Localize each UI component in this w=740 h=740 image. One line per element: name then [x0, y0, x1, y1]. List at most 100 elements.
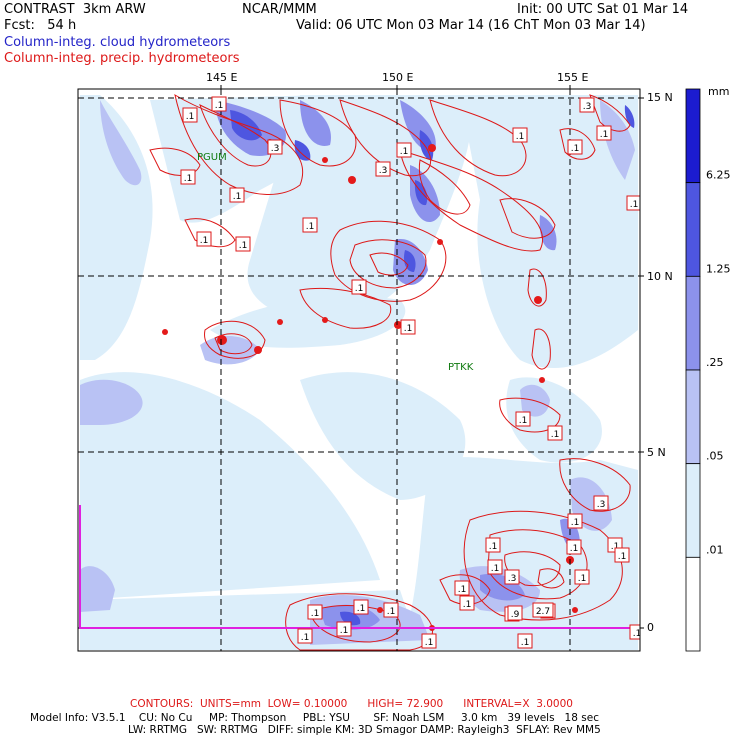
svg-text:.3: .3 — [271, 144, 280, 154]
contour-label: .1 — [454, 580, 470, 596]
colorbar-segment — [685, 88, 701, 184]
svg-text:.1: .1 — [570, 544, 579, 554]
colorbar-segment — [685, 556, 701, 652]
init-time: Init: 00 UTC Sat 01 Mar 14 — [517, 2, 689, 17]
model-info-line1: Model Info: V3.5.1 CU: No Cu MP: Thompso… — [30, 712, 599, 724]
contour-label: .9 — [507, 605, 523, 621]
svg-text:.1: .1 — [215, 101, 224, 111]
lat-label-10: 10 N — [647, 270, 673, 283]
contour-label: .1 — [626, 195, 640, 211]
svg-text:.1: .1 — [311, 609, 320, 619]
contour-label: .3 — [267, 139, 283, 155]
contour-label: .1 — [353, 599, 369, 615]
svg-text:.1: .1 — [611, 542, 620, 552]
contour-label: .1 — [574, 569, 590, 585]
lon-label-155: 155 E — [557, 71, 589, 84]
contour-label: .3 — [579, 97, 595, 113]
contour-label: .1 — [567, 139, 583, 155]
lon-label-145: 145 E — [206, 71, 238, 84]
contour-label: .1 — [307, 604, 323, 620]
svg-text:.3: .3 — [508, 574, 517, 584]
contour-label: .1 — [297, 628, 313, 644]
lat-label-15: 15 N — [647, 91, 673, 104]
svg-text:.1: .1 — [425, 638, 434, 648]
svg-text:.1: .1 — [571, 144, 580, 154]
contour-label: .3 — [375, 161, 391, 177]
svg-text:.1: .1 — [571, 518, 580, 528]
svg-text:.1: .1 — [521, 638, 530, 648]
svg-text:.1: .1 — [233, 192, 242, 202]
colorbar-level: .01 — [706, 543, 724, 556]
svg-text:.1: .1 — [306, 222, 315, 232]
colorbar: 6.25 1.25 .25 .05 .01 — [685, 88, 731, 652]
svg-text:.3: .3 — [379, 166, 388, 176]
station-pgum: PGUM — [197, 152, 227, 163]
model-info-line2: LW: RRTMG SW: RRTMG DIFF: simple KM: 3D … — [128, 724, 601, 736]
svg-text:.1: .1 — [400, 147, 409, 157]
colorbar-level: .25 — [706, 356, 724, 369]
svg-text:.1: .1 — [491, 564, 500, 574]
forecast-hour: Fcst: 54 h — [4, 18, 77, 33]
contour-label: .1 — [596, 125, 612, 141]
colorbar-segment — [685, 182, 701, 277]
contour-label: .1 — [567, 513, 583, 529]
svg-text:.1: .1 — [186, 112, 195, 122]
contour-label: .1 — [614, 547, 630, 563]
contour-label-group: .1 .1 .3 .1 .1 .3 .1 .1 .1 .1 .1 .1 .1 .1 .1 .3 .1 .1 .1 .1… — [180, 96, 640, 649]
svg-text:.3: .3 — [583, 102, 592, 112]
contour-label: .1 — [566, 539, 582, 555]
model-title: CONTRAST 3km ARW — [4, 2, 146, 17]
contour-label: .1 — [229, 187, 245, 203]
colorbar-segment — [685, 369, 701, 465]
colorbar-unit: mm — [708, 85, 729, 98]
svg-text:.1: .1 — [184, 174, 193, 184]
contour-label: .1 — [517, 633, 533, 649]
contour-label: .1 — [515, 411, 531, 427]
contour-label: .3 — [593, 495, 609, 511]
svg-text:.1: .1 — [301, 633, 310, 643]
contour-label: .1 — [396, 142, 412, 158]
colorbar-segment — [685, 463, 701, 558]
colorbar-level: 6.25 — [706, 169, 731, 182]
contour-label: .1 — [180, 169, 196, 185]
svg-text:.9: .9 — [511, 610, 520, 620]
svg-text:.1: .1 — [630, 200, 639, 210]
contour-label: .1 — [485, 537, 501, 553]
svg-text:.1: .1 — [239, 241, 248, 251]
colorbar-segment — [685, 275, 701, 371]
svg-text:2.7: 2.7 — [536, 607, 550, 617]
contour-label: .1 — [400, 319, 416, 335]
svg-text:.1: .1 — [340, 626, 349, 636]
precip-field-label: Column-integ. precip. hydrometeors — [4, 51, 240, 66]
contour-label: .1 — [487, 559, 503, 575]
svg-text:.1: .1 — [551, 430, 560, 440]
contour-label: .1 — [196, 231, 212, 247]
contour-label: .1 — [235, 236, 251, 252]
svg-text:.1: .1 — [357, 604, 366, 614]
contour-label: .1 — [383, 602, 399, 618]
svg-text:.1: .1 — [578, 574, 587, 584]
contour-label: .1 — [629, 624, 640, 640]
svg-text:.1: .1 — [618, 552, 627, 562]
valid-time: Valid: 06 UTC Mon 03 Mar 14 (16 ChT Mon … — [296, 18, 646, 33]
svg-text:.1: .1 — [404, 324, 413, 334]
contour-info: CONTOURS: UNITS=mm LOW= 0.10000 HIGH= 72… — [130, 698, 573, 710]
contour-label: .1 — [336, 621, 352, 637]
domain-boundary — [79, 505, 640, 629]
contour-label: .1 — [421, 633, 437, 649]
colorbar-level: .05 — [706, 450, 724, 463]
colorbar-level: 1.25 — [706, 262, 731, 275]
organization: NCAR/MMM — [242, 2, 317, 17]
cloud-field-label: Column-integ. cloud hydrometeors — [4, 35, 231, 50]
lon-label-150: 150 E — [382, 71, 414, 84]
contour-label: 2.7 — [532, 602, 554, 618]
svg-text:.1: .1 — [458, 585, 467, 595]
svg-text:.1: .1 — [516, 132, 525, 142]
contour-label: .1 — [302, 217, 318, 233]
contour-label: .1 — [547, 425, 563, 441]
svg-text:.3: .3 — [597, 500, 606, 510]
svg-text:.1: .1 — [200, 236, 209, 246]
contour-label: .1 — [182, 107, 198, 123]
contour-label: .1 — [512, 127, 528, 143]
